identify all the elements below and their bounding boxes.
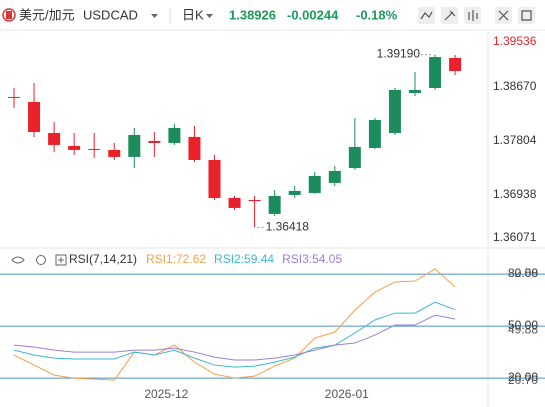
tool-icon <box>498 10 509 21</box>
candle-body <box>168 127 181 143</box>
candle-body <box>128 134 141 157</box>
rsi-line <box>13 314 456 361</box>
tool-button[interactable] <box>418 7 435 24</box>
side-label: 20.70 <box>508 373 538 387</box>
y-tick-label: 20.00 <box>508 370 538 384</box>
dropdown-arrow[interactable] <box>151 14 158 18</box>
candle-body <box>348 146 361 168</box>
candle-body <box>188 136 201 160</box>
tool-icon <box>444 10 456 21</box>
y-tick-label: 50.00 <box>508 318 538 332</box>
last-price: 1.38926 <box>229 7 276 22</box>
expand-icon <box>58 257 64 263</box>
candle-body <box>308 175 321 193</box>
symbol-code[interactable]: USDCAD <box>83 7 138 22</box>
price-change-pct: -0.18% <box>356 7 398 22</box>
y-tick-label: 80.00 <box>508 266 538 280</box>
candle-body <box>208 159 221 198</box>
candle-body <box>228 197 241 208</box>
rsi-line <box>13 301 456 368</box>
tool-icon <box>468 10 478 21</box>
legend-entry: RSI3:54.05 <box>282 252 342 266</box>
candle-body <box>429 57 442 88</box>
y-tick-label: 1.36938 <box>493 187 537 201</box>
tool-button[interactable] <box>518 7 535 24</box>
eye-icon[interactable] <box>11 256 25 264</box>
dropdown-arrow[interactable] <box>206 14 213 18</box>
side-label: 82.58 <box>508 266 538 280</box>
candle-body <box>388 89 401 133</box>
candle-body <box>148 140 161 143</box>
candle-body <box>88 148 101 150</box>
candle-body <box>288 190 301 195</box>
rsi-line <box>13 268 456 381</box>
candle-body <box>48 132 61 145</box>
candle-body <box>268 195 281 214</box>
period[interactable]: 日K <box>182 7 204 22</box>
y-tick-label: 1.39536 <box>493 34 537 48</box>
candle-body <box>368 119 381 148</box>
x-tick-label: 2025-12 <box>144 387 188 401</box>
candle-body <box>248 199 261 202</box>
x-tick-label: 2026-01 <box>325 387 369 401</box>
indicator-title: RSI(7,14,21) <box>69 252 137 266</box>
legend-entry: RSI1:72.62 <box>146 252 206 266</box>
price-change: -0.00244 <box>287 7 339 22</box>
symbol-name: 美元/加元 <box>19 7 75 22</box>
y-tick-label: 1.38670 <box>493 79 537 93</box>
flag-icon <box>6 11 12 19</box>
low-annotation: 1.36418 <box>266 220 310 234</box>
candle-body <box>8 96 20 98</box>
candle-body <box>328 170 341 183</box>
candle-body <box>28 101 41 132</box>
legend-entry: RSI2:59.44 <box>214 252 274 266</box>
candle-body <box>68 145 81 150</box>
toolbar <box>418 7 535 24</box>
y-tick-label: 1.36071 <box>493 230 537 244</box>
candle-body <box>449 57 462 72</box>
expand-icon[interactable] <box>55 254 67 266</box>
candle-body <box>108 149 121 157</box>
tool-icon <box>420 11 433 20</box>
candle-body <box>409 89 421 93</box>
settings-icon[interactable] <box>36 255 46 265</box>
tool-icon <box>521 10 532 21</box>
side-label: 49.88 <box>508 322 538 336</box>
y-tick-label: 1.37804 <box>493 133 537 147</box>
high-annotation: 1.39190 <box>377 47 421 61</box>
